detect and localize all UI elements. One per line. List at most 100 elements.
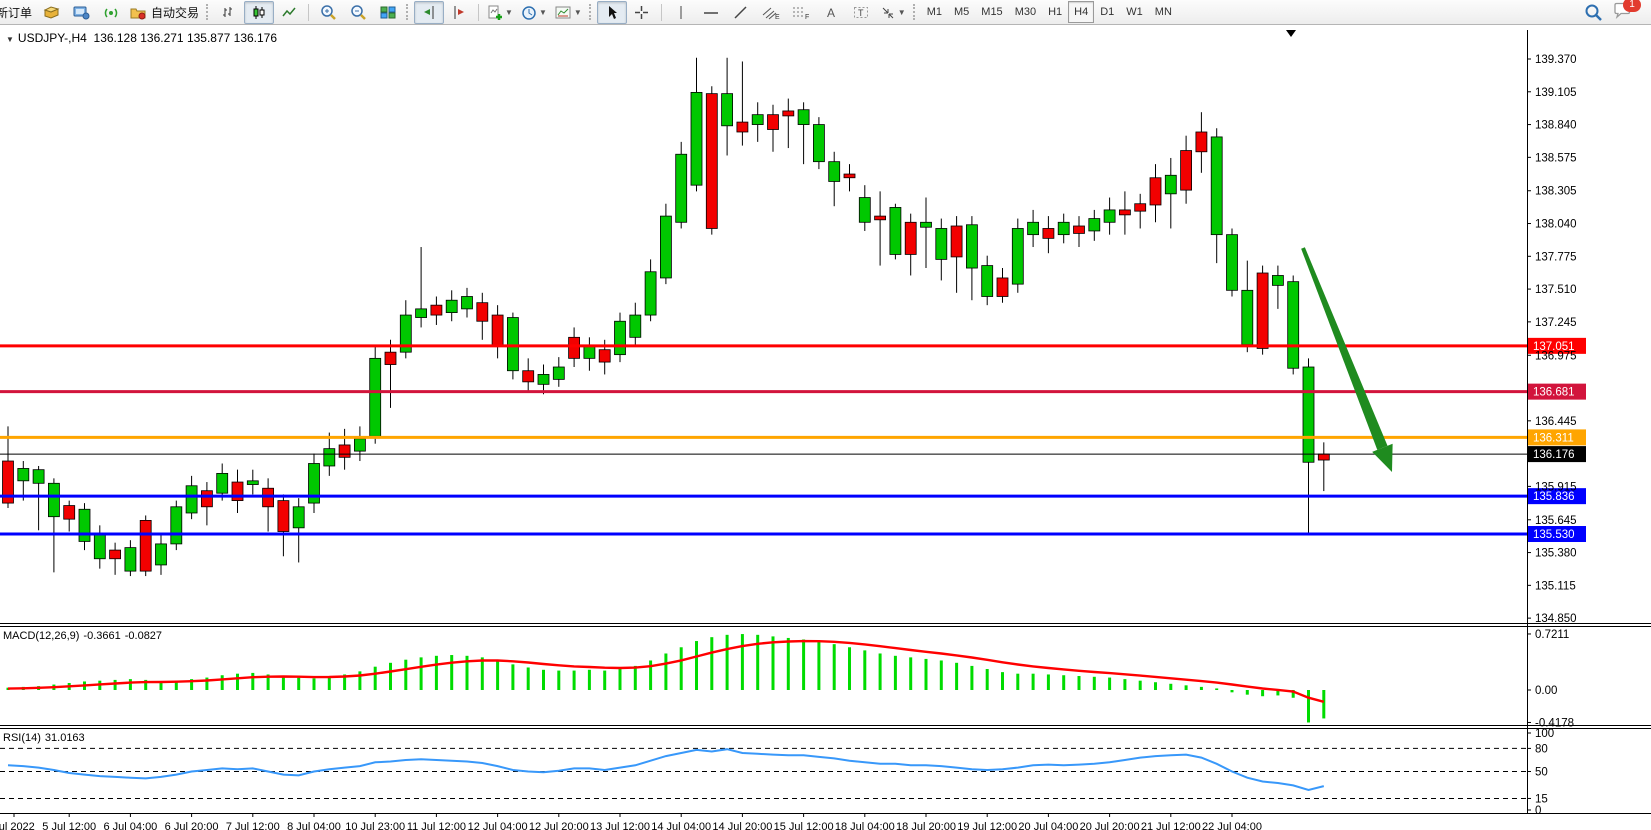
vertical-line-icon (680, 5, 682, 19)
candle-body (170, 506, 183, 545)
timeframe-button-m30[interactable]: M30 (1014, 6, 1037, 18)
chart-title: ▼ USDJPY-,H4 136.128 136.271 135.877 136.… (6, 31, 277, 45)
cursor-button[interactable] (596, 0, 627, 24)
candle-body (966, 224, 978, 269)
new-order-button[interactable]: 新订单 (0, 1, 36, 24)
notifications-button[interactable]: 1 (1613, 0, 1641, 22)
timeframe-button-mn[interactable]: MN (1154, 6, 1172, 18)
object-anchor-icon[interactable] (1286, 30, 1296, 37)
channel-tool-button[interactable]: E (756, 1, 786, 24)
timeframe-button-m5[interactable]: M5 (954, 6, 970, 18)
time-tick-label: 14 Jul 04:00 (651, 821, 711, 830)
toolbar-separator (478, 3, 480, 21)
candle-body (660, 215, 672, 279)
price-tick-label: 139.370 (1535, 54, 1577, 66)
macd-signal-line (7, 639, 1325, 703)
price-tick-label: 135.115 (1535, 580, 1576, 592)
vertical-line-tool-button[interactable] (666, 1, 696, 24)
toolbar-grip (588, 4, 594, 20)
chart-symbol-period: USDJPY-,H4 (17, 31, 87, 45)
candle-body (491, 314, 504, 347)
chart-shift-button[interactable] (414, 0, 445, 24)
time-tick-label: 12 Jul 20:00 (529, 821, 589, 830)
trend-arrow-head[interactable] (1372, 443, 1393, 472)
signals-button[interactable] (96, 1, 126, 24)
arrows-icon (882, 7, 894, 18)
candle-body (1042, 228, 1055, 239)
arrows-tool-button[interactable]: ▼ (876, 1, 910, 24)
chart-ohlc-values: 136.128 136.271 135.877 136.176 (93, 31, 278, 45)
search-icon[interactable] (1584, 3, 1603, 22)
timeframe-button-h4[interactable]: H4 (1068, 1, 1095, 23)
candle-body (155, 543, 167, 566)
timeframe-button-w1[interactable]: W1 (1126, 6, 1143, 18)
candle-body (124, 547, 137, 572)
candle-body (751, 114, 764, 125)
candle-body (537, 374, 550, 385)
timeframe-button-m1[interactable]: M1 (926, 6, 942, 18)
candle-body (1164, 174, 1177, 195)
text-label-tool-button[interactable]: T (846, 1, 876, 24)
time-tick-label: 14 Jul 20:00 (712, 821, 772, 830)
time-tick-label: 20 Jul 20:00 (1080, 821, 1140, 830)
chart-canvas[interactable]: 137.051 136.681 136.311 136.176 135.836 135.5… (0, 26, 1651, 830)
fibonacci-tool-button[interactable]: F (786, 1, 816, 24)
price-tick-label: 134.850 (1535, 613, 1577, 625)
chart-window: 137.051 136.681 136.311 136.176 135.836 135.5… (0, 26, 1651, 830)
time-tick-label: Jul 2022 (0, 821, 35, 830)
candle-body (109, 549, 121, 560)
zoom-in-button[interactable] (313, 1, 343, 24)
candle-body (32, 469, 45, 484)
price-level-label (1528, 526, 1586, 543)
rsi-tick-label: 15 (1535, 793, 1548, 805)
time-tick-label: 21 Jul 12:00 (1141, 821, 1201, 830)
timeframe-button-h1[interactable]: H1 (1048, 6, 1063, 18)
time-tick-label: 11 Jul 12:00 (407, 821, 466, 830)
bar-chart-icon (223, 6, 233, 17)
bar-chart-button[interactable] (214, 1, 244, 24)
auto-scroll-button[interactable] (444, 1, 474, 24)
timeframe-button-m15[interactable]: M15 (981, 6, 1003, 18)
candle-body (598, 349, 611, 363)
candle-body (1210, 136, 1223, 236)
autotrade-button[interactable]: 自动交易 (126, 1, 203, 24)
trend-arrow-shaft[interactable] (1301, 247, 1388, 450)
autotrade-label: 自动交易 (151, 5, 200, 20)
tile-windows-icon (380, 6, 396, 18)
candle-body (935, 228, 948, 260)
line-chart-button[interactable] (274, 1, 304, 24)
text-tool-button[interactable]: A (816, 1, 846, 24)
zoom-in-icon (320, 5, 336, 20)
trendline-tool-button[interactable] (726, 1, 756, 24)
timeframe-button-d1[interactable]: D1 (1100, 6, 1115, 18)
terminal-button[interactable] (66, 1, 96, 24)
history-center-button[interactable] (36, 1, 66, 24)
candle-body (369, 357, 382, 437)
candle-body (721, 93, 733, 127)
macd-tick-label: -0.4178 (1535, 717, 1574, 729)
candle-body (277, 500, 290, 532)
tile-windows-button[interactable] (373, 1, 403, 24)
time-tick-label: 10 Jul 23:00 (345, 821, 405, 830)
templates-button[interactable]: ▼ (551, 1, 586, 24)
time-tick-label: 19 Jul 12:00 (957, 821, 1017, 830)
price-level-label-text: 135.836 (1533, 491, 1575, 503)
horizontal-line-tool-button[interactable] (696, 1, 726, 24)
clock-icon (522, 5, 536, 20)
rsi-tick-label: 80 (1535, 743, 1548, 755)
periods-button[interactable]: ▼ (517, 1, 551, 24)
zoom-out-button[interactable] (343, 1, 373, 24)
chart-dropdown-icon[interactable]: ▼ (6, 35, 14, 44)
time-tick-label: 6 Jul 20:00 (165, 821, 219, 830)
price-tick-label: 138.305 (1535, 186, 1577, 198)
price-tick-label: 136.445 (1535, 416, 1577, 428)
macd-tick-label: 0.00 (1535, 685, 1557, 697)
price-tick-label: 138.575 (1535, 152, 1577, 164)
candlestick-chart-button[interactable] (244, 0, 275, 24)
indicators-button[interactable]: ▼ (483, 1, 517, 24)
svg-text:T: T (858, 8, 864, 18)
candle-body (996, 277, 1009, 297)
candle-body (1073, 225, 1085, 234)
candle-body (1103, 209, 1116, 223)
crosshair-button[interactable] (627, 1, 657, 24)
